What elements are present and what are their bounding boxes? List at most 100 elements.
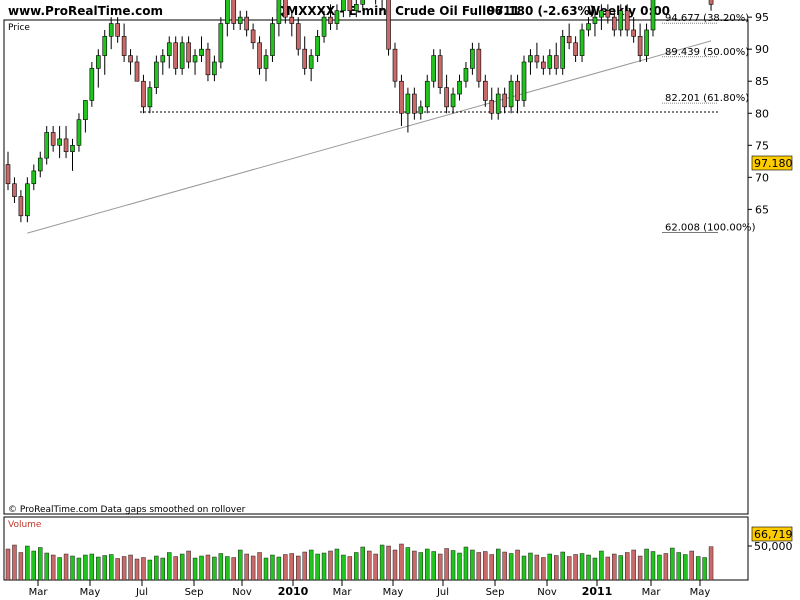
time-axis-label: 2011: [582, 585, 613, 598]
volume-bar: [437, 553, 443, 581]
time-axis-label: Mar: [333, 587, 353, 598]
candle-body: [560, 36, 566, 69]
candle-body: [315, 36, 320, 56]
volume-bar: [541, 557, 546, 581]
candle-body: [141, 80, 146, 108]
volume-bar: [308, 549, 314, 581]
volume-bar: [683, 554, 688, 581]
volume-bar: [425, 548, 430, 581]
candle-body: [476, 48, 482, 82]
candle-body: [218, 23, 224, 63]
candle-body: [237, 16, 243, 24]
volume-bar: [89, 553, 95, 581]
candle-body: [347, 0, 353, 12]
volume-bar: [231, 557, 236, 581]
volume-bar: [302, 551, 307, 581]
volume-bar: [405, 547, 411, 581]
candle-body: [115, 23, 120, 37]
time-axis-label: Mar: [642, 587, 662, 598]
volume-bar: [528, 552, 533, 581]
volume-bar: [618, 555, 623, 581]
candle-body: [650, 0, 656, 31]
candle-body: [341, 0, 346, 12]
price-axis: 65707580859095100105110: [748, 11, 769, 216]
candle-body: [566, 36, 572, 44]
volume-bar: [695, 556, 701, 581]
candle-body: [328, 16, 333, 24]
volume-bar: [386, 545, 391, 581]
candlestick-series: [5, 0, 714, 223]
candle-body: [424, 80, 430, 108]
candle-body: [263, 55, 269, 69]
candle-body: [276, 0, 282, 24]
volume-bar: [457, 552, 462, 581]
volume-bar: [354, 552, 359, 581]
volume-bar: [250, 555, 256, 581]
candle-body: [541, 61, 546, 69]
volume-bar: [521, 555, 527, 581]
candle-body: [270, 23, 275, 56]
candle-body: [12, 183, 17, 197]
volume-panel-label: Volume: [8, 520, 42, 530]
candle-body: [482, 80, 488, 101]
candle-body: [450, 93, 456, 108]
candle-body: [166, 42, 172, 56]
candle-body: [592, 16, 598, 24]
volume-bar: [225, 556, 230, 581]
price-axis-label: 95: [755, 11, 769, 24]
candle-body: [463, 68, 469, 82]
candle-body: [154, 61, 159, 88]
volume-bar: [283, 554, 288, 581]
candle-body: [25, 183, 30, 217]
candle-body: [579, 29, 585, 56]
volume-bar: [508, 553, 514, 581]
volume-bar: [631, 549, 636, 581]
candle-body: [31, 170, 37, 185]
volume-bar: [38, 547, 43, 581]
candle-body: [244, 16, 249, 31]
volume-bar: [450, 550, 456, 581]
volume-bar: [644, 548, 649, 581]
site-name[interactable]: www.ProRealTime.com: [8, 4, 163, 18]
volume-bar: [489, 554, 494, 581]
volume-bar: [18, 552, 24, 581]
volume-bar: [579, 553, 585, 581]
candle-body: [257, 42, 262, 69]
volume-bar: [263, 557, 269, 581]
volume-bar: [96, 556, 101, 581]
volume-bar: [128, 554, 133, 581]
price-panel-label: Price: [8, 23, 30, 33]
price-panel-footer: © ProRealTime.com Data gaps smoothed on …: [8, 505, 246, 515]
volume-bar: [154, 555, 159, 581]
candle-body: [160, 55, 166, 63]
volume-bar: [476, 552, 482, 581]
candle-body: [534, 55, 540, 63]
volume-bar: [637, 555, 643, 581]
candle-body: [18, 196, 24, 217]
volume-bar: [470, 549, 475, 581]
volume-bar: [141, 557, 146, 581]
volume-bar: [25, 545, 30, 581]
candle-body: [57, 138, 62, 146]
last-volume-box: [751, 526, 793, 542]
candle-body: [399, 80, 404, 114]
candle-body: [528, 55, 533, 63]
last-price-box: [751, 155, 793, 171]
time-axis-label: Sep: [185, 587, 204, 598]
volume-bar: [31, 550, 36, 581]
candle-body: [83, 100, 88, 120]
candle-body: [289, 16, 295, 24]
volume-bar: [173, 556, 178, 581]
time-axis-label: Jul: [436, 587, 449, 598]
candle-body: [489, 100, 495, 114]
candle-body: [431, 55, 437, 82]
volume-bar: [108, 554, 114, 581]
price-panel[interactable]: [3, 19, 749, 515]
candle-body: [386, 0, 391, 50]
candle-body: [586, 23, 591, 31]
candle-body: [70, 145, 75, 153]
candle-body: [418, 106, 424, 114]
volume-bar: [554, 555, 559, 581]
time-axis-label: 2010: [278, 585, 309, 598]
candle-body: [63, 138, 69, 153]
